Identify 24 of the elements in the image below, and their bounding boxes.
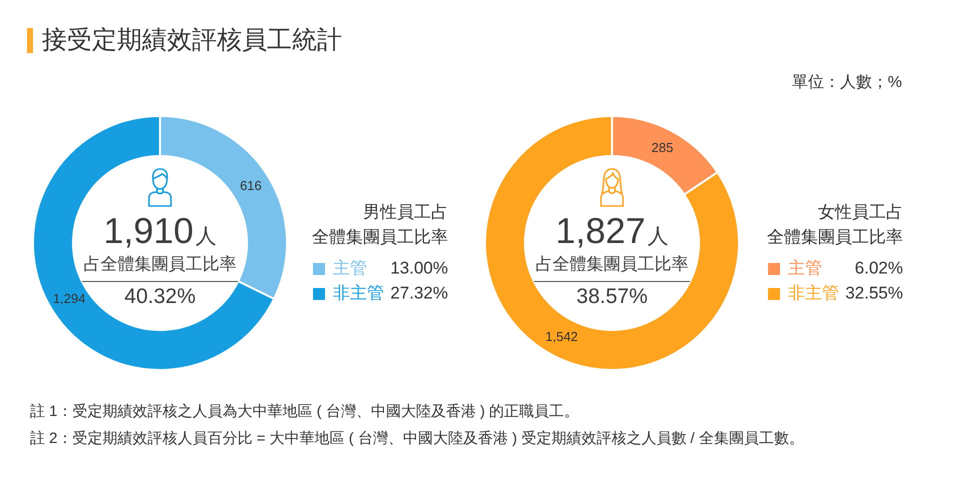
data-label: 285 (652, 140, 674, 156)
text: 1,827人 (555, 210, 669, 251)
legend-title: 男性員工占全體集團員工比率 (312, 202, 448, 247)
legend-title: 女性員工占全體集團員工比率 (767, 202, 903, 247)
text: 38.57% (576, 284, 648, 308)
data-label: 1,542 (545, 328, 578, 344)
text: 註 2：受定期績效評核人員百分比 = 大中華地區 ( 台灣、中國大陸及香港 ) 受定期績效評核之人員數 / 全集團員工數。 (30, 429, 804, 449)
data-label: 616 (240, 178, 262, 193)
legend-label: 主管 (333, 258, 367, 278)
text: 占全體集團員工比率 (84, 254, 236, 274)
legend-label: 非主管 (788, 284, 839, 303)
data-label: 1,294 (52, 291, 86, 306)
text: 40.32% (124, 284, 196, 308)
legend-label: 主管 (788, 258, 822, 278)
text: 27.32% (390, 284, 448, 303)
text: 註 1：受定期績效評核之人員為大中華地區 ( 台灣、中國大陸及香港 ) 的正職員工。 (30, 402, 580, 422)
chart-subtitle: 單位：人數；% (792, 73, 902, 93)
text: 1,910人 (103, 210, 217, 251)
chart-title: 接受定期績效評核員工統計 (42, 25, 342, 55)
legend-label: 非主管 (333, 284, 384, 303)
text: 占全體集團員工比率 (536, 254, 688, 274)
text: 6.02% (854, 258, 903, 278)
text: 32.55% (845, 284, 903, 303)
text: 13.00% (390, 258, 448, 278)
